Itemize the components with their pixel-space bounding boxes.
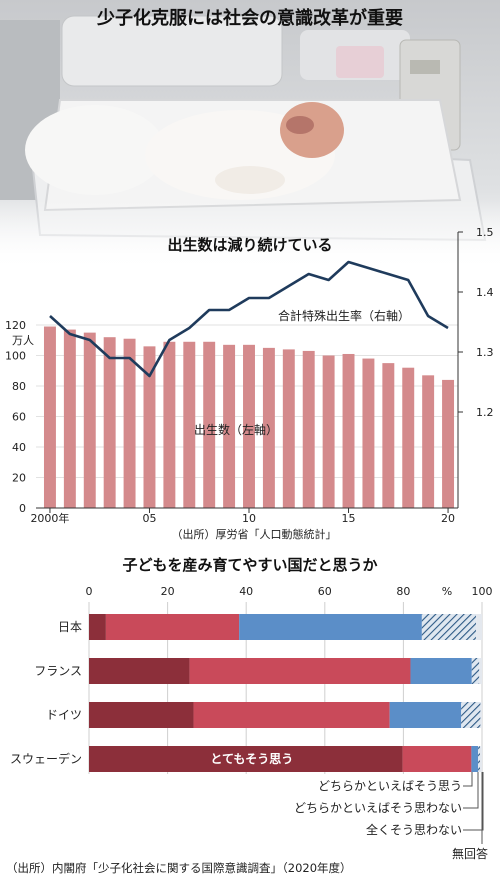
right-tick-label: 1.2 xyxy=(476,406,494,419)
birth-bar xyxy=(183,341,196,508)
survey-segment xyxy=(479,658,482,684)
x-tick-label: 10 xyxy=(242,512,256,525)
birth-bar xyxy=(43,326,56,508)
callout-leader xyxy=(463,772,473,787)
survey-segment xyxy=(389,702,462,728)
survey-segment xyxy=(402,746,472,772)
survey-segment xyxy=(189,658,411,684)
birth-bar xyxy=(123,338,136,508)
birth-bar xyxy=(223,344,236,508)
birth-bar xyxy=(302,350,315,508)
x-tick-label: 05 xyxy=(142,512,156,525)
survey-segment xyxy=(480,746,482,772)
survey-segment xyxy=(105,614,240,640)
series-label-inbar: とてもそう思う xyxy=(210,752,293,766)
x-tick-label: 20 xyxy=(441,512,455,525)
chart-labels: 0 20 40 60 80 100 120 万人 1.2 1.3 1.4 1.5 2000年 05 10 15… xyxy=(5,226,494,540)
category-label: スウェーデン xyxy=(10,751,82,766)
birth-bar xyxy=(422,375,435,508)
left-axis-unit: 万人 xyxy=(12,334,34,347)
left-tick-label: 80 xyxy=(12,380,26,393)
birth-bar xyxy=(282,349,295,508)
right-tick-label: 1.4 xyxy=(476,286,494,299)
birth-bar xyxy=(442,379,455,508)
survey-segment xyxy=(471,658,480,684)
x-tick-label: 60 xyxy=(318,585,332,598)
survey-segment xyxy=(89,746,403,772)
chart-axes xyxy=(36,231,463,513)
series-callout-label: どちらかといえばそう思う xyxy=(318,779,462,793)
right-tick-label: 1.5 xyxy=(476,226,494,239)
x-tick-label: 80 xyxy=(396,585,410,598)
chart-labels: 子どもを産み育てやすい国だと思うか 0 20 40 60 80 100% 日本フランスドイツス… xyxy=(10,556,493,860)
chart-title: 出生数は減り続けている xyxy=(167,236,332,254)
survey-bars xyxy=(89,614,482,772)
survey-segment xyxy=(89,658,190,684)
birth-bar xyxy=(63,329,76,508)
left-tick-label: 40 xyxy=(12,441,26,454)
bar-series-label: 出生数（左軸） xyxy=(194,422,278,437)
birth-bars xyxy=(43,326,455,508)
birth-bar xyxy=(402,367,415,508)
right-tick-label: 1.3 xyxy=(476,346,494,359)
birth-bar xyxy=(382,363,395,508)
survey-segment xyxy=(478,746,481,772)
survey-segment xyxy=(421,614,477,640)
birth-bar xyxy=(103,337,116,508)
survey-segment xyxy=(410,658,472,684)
birth-bar xyxy=(243,344,255,508)
survey-segment xyxy=(480,702,482,728)
left-tick-label: 0 xyxy=(19,502,26,515)
birth-bar xyxy=(83,332,96,508)
birth-bar xyxy=(163,341,176,508)
category-label: ドイツ xyxy=(46,708,82,722)
left-tick-label: 20 xyxy=(12,472,26,485)
main-title: 少子化克服には社会の意識改革が重要 xyxy=(97,8,403,29)
newborn-photo xyxy=(0,0,500,270)
x-tick-label: 0 xyxy=(86,585,93,598)
left-tick-label: 120 xyxy=(5,319,26,332)
fertility-line xyxy=(49,260,449,378)
survey-segment xyxy=(193,702,390,728)
birth-bar xyxy=(342,353,355,508)
category-label: フランス xyxy=(34,664,82,678)
callout-leader xyxy=(463,772,484,831)
series-callout-label: 全くそう思わない xyxy=(366,822,462,837)
x-tick-label: 2000年 xyxy=(30,511,69,525)
birth-chart: 0 20 40 60 80 100 120 万人 1.2 1.3 1.4 1.5 2000年 05 10 15… xyxy=(5,226,494,540)
left-tick-label: 60 xyxy=(12,411,26,424)
survey-segment xyxy=(89,614,106,640)
callout-leader xyxy=(463,772,479,809)
series-callout-label: どちらかといえばそう思わない xyxy=(294,801,462,815)
birth-bar xyxy=(262,347,275,508)
survey-segment xyxy=(89,702,194,728)
category-label: 日本 xyxy=(58,620,82,634)
series-callout-label: 無回答 xyxy=(452,846,488,860)
birth-bar xyxy=(143,346,156,508)
x-tick-label: 40 xyxy=(239,585,253,598)
birth-bar xyxy=(322,355,335,508)
fertility-rate-line xyxy=(49,260,449,378)
source-note: （出所）厚労省「人口動態統計」 xyxy=(172,527,337,540)
x-tick-label: 20 xyxy=(161,585,175,598)
left-tick-label: 100 xyxy=(5,350,26,363)
survey-chart: 子どもを産み育てやすい国だと思うか 0 20 40 60 80 100% 日本フランスドイツス… xyxy=(10,556,493,860)
chart-title: 子どもを産み育てやすい国だと思うか xyxy=(122,556,377,574)
survey-segment xyxy=(239,614,422,640)
survey-segment xyxy=(471,746,479,772)
survey-segment xyxy=(476,614,482,640)
line-series-label: 合計特殊出生率（右軸） xyxy=(278,308,410,323)
x-tick-label: 100 xyxy=(472,585,493,598)
birth-bar xyxy=(362,358,375,508)
birth-bar xyxy=(203,341,216,508)
survey-segment xyxy=(461,702,481,728)
x-tick-label: 15 xyxy=(342,512,356,525)
x-unit-label: % xyxy=(442,585,452,598)
source-note: （出所）内閣府「少子化社会に関する国際意識調査」（2020年度） xyxy=(6,861,352,875)
